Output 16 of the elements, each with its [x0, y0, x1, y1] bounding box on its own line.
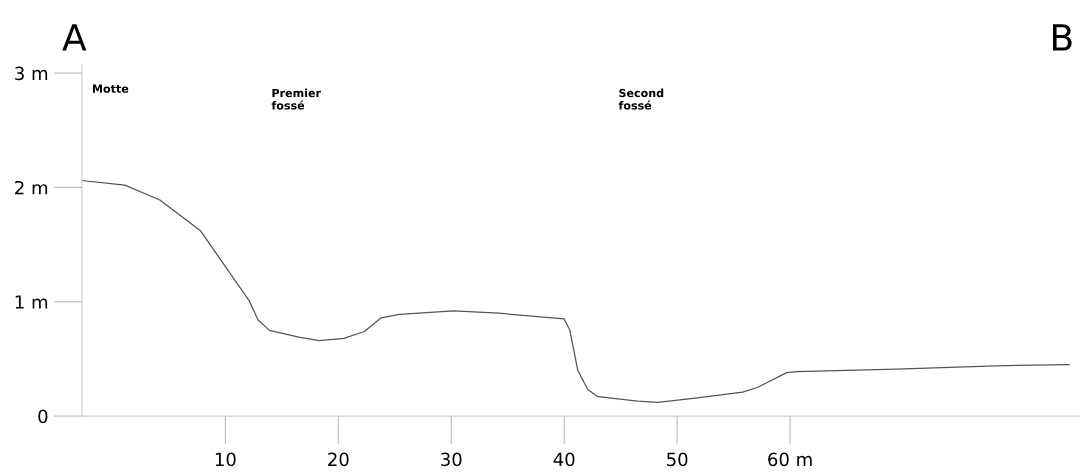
- x-tick-label: 20: [328, 452, 349, 467]
- annotation: Premier fossé: [271, 88, 321, 110]
- text: A: [62, 24, 87, 51]
- y-tick-label: 0: [38, 409, 48, 424]
- x-tick-label: 50: [667, 452, 688, 467]
- x-tick-label: 10: [215, 452, 236, 467]
- x-tick-label: 60 m: [768, 452, 812, 467]
- line-series: [81, 179, 1070, 404]
- y-tick-label: 3 m: [15, 66, 48, 81]
- y-tick-label: 1 m: [15, 295, 48, 309]
- annotation: Motte: [92, 84, 129, 93]
- y-tick-label: 2 m: [15, 180, 48, 195]
- x-tick-label: 30: [441, 452, 462, 467]
- annotation: Second fossé: [618, 88, 664, 110]
- x-tick-label: 40: [553, 452, 575, 467]
- text: B: [1053, 24, 1072, 51]
